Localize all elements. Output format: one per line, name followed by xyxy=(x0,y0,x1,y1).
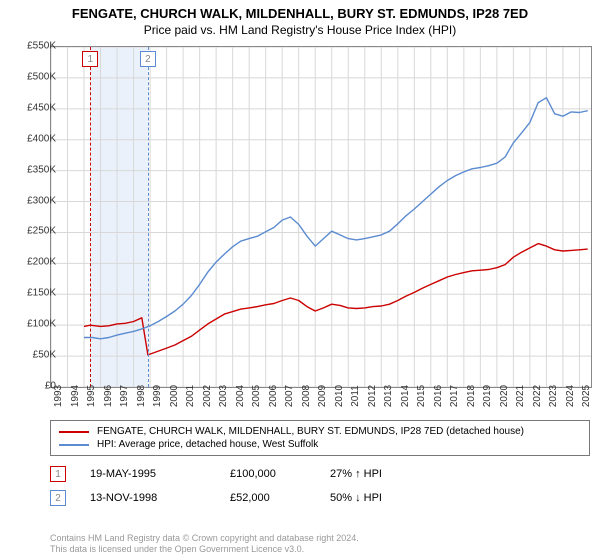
y-tick-label: £100K xyxy=(8,319,56,330)
x-tick-label: 2007 xyxy=(284,385,295,407)
sale-marker-badge: 1 xyxy=(82,51,98,67)
y-tick-label: £350K xyxy=(8,164,56,175)
x-tick-label: 2001 xyxy=(185,385,196,407)
chart-title: FENGATE, CHURCH WALK, MILDENHALL, BURY S… xyxy=(0,0,600,21)
x-tick-label: 1997 xyxy=(119,385,130,407)
x-tick-label: 2025 xyxy=(581,385,592,407)
x-tick-label: 1998 xyxy=(136,385,147,407)
x-tick-label: 2024 xyxy=(565,385,576,407)
x-tick-label: 1995 xyxy=(86,385,97,407)
y-tick-label: £50K xyxy=(8,350,56,361)
y-tick-label: £150K xyxy=(8,288,56,299)
sale-marker-line xyxy=(148,47,149,387)
legend-label: HPI: Average price, detached house, West… xyxy=(97,439,318,450)
x-tick-label: 2009 xyxy=(317,385,328,407)
credits-line1: Contains HM Land Registry data © Crown c… xyxy=(50,533,359,545)
sale-price: £52,000 xyxy=(230,492,330,504)
legend-item: HPI: Average price, detached house, West… xyxy=(59,438,581,451)
legend: FENGATE, CHURCH WALK, MILDENHALL, BURY S… xyxy=(50,420,590,456)
y-tick-label: £200K xyxy=(8,257,56,268)
x-tick-label: 2008 xyxy=(301,385,312,407)
legend-label: FENGATE, CHURCH WALK, MILDENHALL, BURY S… xyxy=(97,426,524,437)
x-tick-label: 2004 xyxy=(235,385,246,407)
chart-svg xyxy=(51,47,591,387)
x-tick-label: 2005 xyxy=(251,385,262,407)
x-tick-label: 1993 xyxy=(53,385,64,407)
x-tick-label: 2013 xyxy=(383,385,394,407)
x-tick-label: 2002 xyxy=(202,385,213,407)
legend-swatch xyxy=(59,431,89,433)
y-tick-label: £0 xyxy=(8,381,56,392)
sale-price: £100,000 xyxy=(230,468,330,480)
x-tick-label: 1996 xyxy=(103,385,114,407)
sale-row: 2 13-NOV-1998£52,00050% ↓ HPI xyxy=(50,490,590,506)
x-tick-label: 2011 xyxy=(350,385,361,407)
x-tick-label: 2022 xyxy=(532,385,543,407)
x-tick-label: 1994 xyxy=(70,385,81,407)
y-tick-label: £550K xyxy=(8,41,56,52)
x-tick-label: 2000 xyxy=(169,385,180,407)
sale-marker-line xyxy=(90,47,91,387)
x-tick-label: 2019 xyxy=(482,385,493,407)
x-tick-label: 2018 xyxy=(466,385,477,407)
y-tick-label: £400K xyxy=(8,133,56,144)
x-tick-label: 2021 xyxy=(515,385,526,407)
credits-line2: This data is licensed under the Open Gov… xyxy=(50,544,359,556)
sale-delta: 50% ↓ HPI xyxy=(330,492,450,504)
sale-marker-badge: 2 xyxy=(140,51,156,67)
x-tick-label: 2003 xyxy=(218,385,229,407)
y-tick-label: £300K xyxy=(8,195,56,206)
x-tick-label: 2012 xyxy=(367,385,378,407)
chart-plot-area: 12 xyxy=(50,46,592,388)
x-tick-label: 2015 xyxy=(416,385,427,407)
y-tick-label: £250K xyxy=(8,226,56,237)
x-tick-label: 2006 xyxy=(268,385,279,407)
sale-delta: 27% ↑ HPI xyxy=(330,468,450,480)
chart-subtitle: Price paid vs. HM Land Registry's House … xyxy=(0,21,600,37)
credits: Contains HM Land Registry data © Crown c… xyxy=(50,533,359,556)
x-tick-label: 2017 xyxy=(449,385,460,407)
y-tick-label: £500K xyxy=(8,71,56,82)
x-tick-label: 2023 xyxy=(548,385,559,407)
sale-badge: 1 xyxy=(50,466,66,482)
sale-badge: 2 xyxy=(50,490,66,506)
x-tick-label: 1999 xyxy=(152,385,163,407)
x-tick-label: 2010 xyxy=(334,385,345,407)
x-tick-label: 2014 xyxy=(400,385,411,407)
sale-date: 19-MAY-1995 xyxy=(90,468,230,480)
x-tick-label: 2016 xyxy=(433,385,444,407)
y-tick-label: £450K xyxy=(8,102,56,113)
sale-row: 1 19-MAY-1995£100,00027% ↑ HPI xyxy=(50,466,590,482)
x-tick-label: 2020 xyxy=(499,385,510,407)
legend-swatch xyxy=(59,444,89,446)
sale-date: 13-NOV-1998 xyxy=(90,492,230,504)
legend-item: FENGATE, CHURCH WALK, MILDENHALL, BURY S… xyxy=(59,425,581,438)
